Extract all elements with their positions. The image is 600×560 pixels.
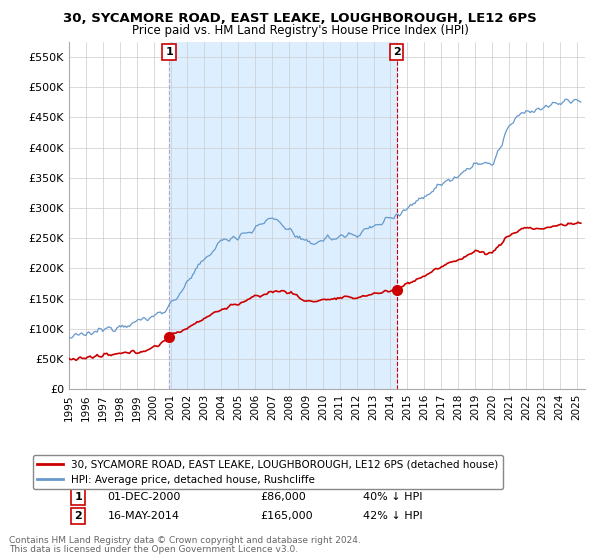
Text: 2: 2: [74, 511, 82, 521]
Text: Contains HM Land Registry data © Crown copyright and database right 2024.: Contains HM Land Registry data © Crown c…: [9, 536, 361, 545]
Text: This data is licensed under the Open Government Licence v3.0.: This data is licensed under the Open Gov…: [9, 545, 298, 554]
Legend: 30, SYCAMORE ROAD, EAST LEAKE, LOUGHBOROUGH, LE12 6PS (detached house), HPI: Ave: 30, SYCAMORE ROAD, EAST LEAKE, LOUGHBORO…: [33, 455, 503, 489]
Text: 40% ↓ HPI: 40% ↓ HPI: [363, 492, 422, 502]
Text: 01-DEC-2000: 01-DEC-2000: [108, 492, 181, 502]
Text: 42% ↓ HPI: 42% ↓ HPI: [363, 511, 423, 521]
Text: £86,000: £86,000: [260, 492, 305, 502]
Text: 1: 1: [74, 492, 82, 502]
Text: 16-MAY-2014: 16-MAY-2014: [108, 511, 180, 521]
Text: £165,000: £165,000: [260, 511, 313, 521]
Text: 1: 1: [165, 47, 173, 57]
Text: 2: 2: [393, 47, 401, 57]
Bar: [169, 42, 397, 389]
Text: 30, SYCAMORE ROAD, EAST LEAKE, LOUGHBOROUGH, LE12 6PS: 30, SYCAMORE ROAD, EAST LEAKE, LOUGHBORO…: [63, 12, 537, 25]
Text: Price paid vs. HM Land Registry's House Price Index (HPI): Price paid vs. HM Land Registry's House …: [131, 24, 469, 37]
